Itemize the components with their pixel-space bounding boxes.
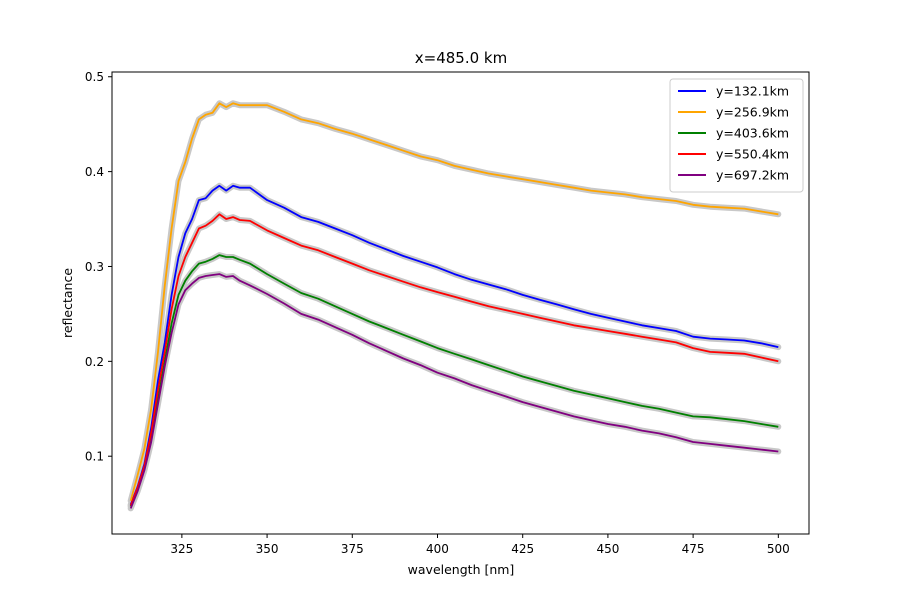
- series-line-4: [129, 213, 779, 506]
- series-line-5: [129, 273, 779, 509]
- legend-label: y=550.4km: [716, 147, 789, 162]
- legend-label: y=403.6km: [716, 126, 789, 141]
- x-tick-label: 375: [341, 542, 364, 556]
- y-tick-label: 0.4: [85, 165, 104, 179]
- y-tick-label: 0.2: [85, 355, 104, 369]
- x-axis: 325 350 375 400 425 450 475 500: [170, 534, 790, 556]
- legend-label: y=132.1km: [716, 84, 789, 99]
- series-lines: [129, 102, 779, 509]
- series-line-1: [129, 184, 779, 505]
- x-axis-label: wavelength [nm]: [408, 562, 515, 577]
- legend-label: y=697.2km: [716, 168, 789, 183]
- y-tick-label: 0.1: [85, 450, 104, 464]
- legend-box: [669, 78, 804, 193]
- y-tick-label: 0.5: [85, 70, 104, 84]
- chart-title: x=485.0 km: [415, 49, 507, 67]
- legend-label: y=256.9km: [716, 105, 789, 120]
- x-tick-label: 450: [596, 542, 619, 556]
- legend: y=132.1km y=256.9km y=403.6km y=550.4km y=69…: [669, 78, 804, 193]
- x-tick-label: 425: [511, 542, 534, 556]
- x-tick-label: 500: [767, 542, 790, 556]
- y-axis-label: reflectance: [60, 268, 75, 338]
- x-tick-label: 400: [426, 542, 449, 556]
- x-tick-label: 325: [170, 542, 193, 556]
- plot-area-frame: [111, 71, 810, 535]
- x-tick-label: 350: [256, 542, 279, 556]
- x-tick-label: 475: [682, 542, 705, 556]
- series-line-2: [129, 102, 779, 502]
- y-axis: 0.1 0.2 0.3 0.4 0.5: [85, 70, 112, 464]
- series-line-3: [129, 254, 779, 507]
- y-tick-label: 0.3: [85, 260, 104, 274]
